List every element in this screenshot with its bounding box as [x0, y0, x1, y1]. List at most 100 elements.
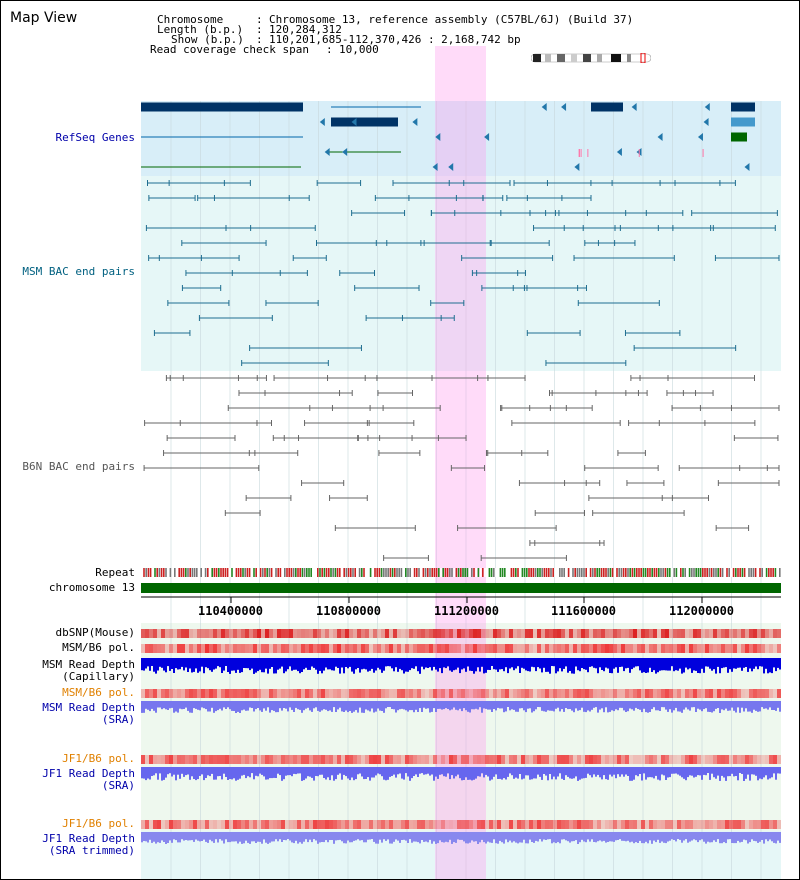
depth-bar [441, 701, 443, 710]
msm-b6-pol-label[interactable]: MSM/B6 pol. [62, 641, 135, 654]
jf1-b6-pol-label-2[interactable]: JF1/B6 pol. [62, 817, 135, 830]
heatmap-cell [177, 689, 181, 698]
depth-bar [649, 767, 651, 778]
heatmap-cell [149, 689, 153, 698]
chromosome-ideogram[interactable] [531, 53, 651, 63]
heatmap-cell [581, 755, 585, 764]
heatmap-cell [269, 820, 273, 829]
heatmap-cell [705, 755, 709, 764]
heatmap-cell [685, 755, 689, 764]
depth-bar [589, 767, 591, 776]
heatmap-cell [229, 644, 233, 653]
depth-bar [187, 832, 189, 841]
depth-bar [739, 701, 741, 713]
depth-bar [715, 658, 717, 674]
depth-bar [639, 701, 641, 710]
depth-bar [729, 767, 731, 777]
b6n-bac-pair-glyphs[interactable] [143, 375, 780, 561]
heatmap-cell [597, 629, 601, 638]
depth-bar [499, 658, 501, 670]
depth-bar [589, 832, 591, 842]
depth-bar [695, 658, 697, 671]
depth-bar [727, 832, 729, 840]
repeat-label[interactable]: Repeat [95, 566, 135, 579]
depth-bar [641, 767, 643, 781]
gene-exon[interactable] [731, 102, 755, 112]
jf1-b6-pol-label[interactable]: JF1/B6 pol. [62, 752, 135, 765]
chromosome-label[interactable]: chromosome 13 [48, 581, 135, 594]
depth-bar [609, 701, 611, 712]
heatmap-cell [569, 689, 573, 698]
msm-b6-pol-label-2[interactable]: MSM/B6 pol. [62, 686, 135, 699]
jf1-read-depth-sra-label[interactable]: JF1 Read Depth [42, 767, 135, 780]
heatmap-cell [661, 820, 665, 829]
msm-bac-pair-glyphs[interactable] [145, 180, 780, 366]
depth-bar [583, 832, 585, 842]
depth-bar [255, 701, 257, 710]
repeat-mark [277, 568, 279, 577]
depth-bar [409, 701, 411, 711]
depth-bar [363, 658, 365, 669]
repeat-mark [451, 568, 453, 577]
repeat-mark [339, 568, 341, 577]
depth-bar [167, 767, 169, 775]
info-sep: : [256, 33, 263, 46]
repeat-mark [290, 568, 293, 577]
heatmap-cell [329, 644, 333, 653]
depth-bar [441, 767, 443, 775]
msm-read-depth-capillary-label[interactable]: MSM Read Depth [42, 658, 135, 671]
depth-bar [495, 701, 497, 711]
depth-bar [285, 832, 287, 841]
gene-exon[interactable] [591, 102, 623, 112]
repeat-mark [554, 568, 557, 577]
depth-bar [287, 658, 289, 670]
b6n-bac-label[interactable]: B6N BAC end pairs [22, 460, 135, 473]
depth-bar [401, 658, 403, 671]
msm-read-depth-sra-label[interactable]: MSM Read Depth [42, 701, 135, 714]
depth-bar [153, 658, 155, 672]
depth-bar [317, 658, 319, 674]
repeat-mark [242, 568, 244, 577]
heatmap-cell [477, 820, 481, 829]
depth-bar [359, 832, 361, 841]
heatmap-cell [213, 820, 217, 829]
depth-bar [179, 767, 181, 779]
heatmap-cell [289, 689, 293, 698]
refseq-gene-glyphs[interactable] [141, 102, 755, 172]
repeat-mark [262, 568, 264, 577]
heatmap-cell [449, 755, 453, 764]
gene-exon[interactable] [331, 117, 398, 127]
heatmap-cell [377, 755, 381, 764]
depth-bar [283, 658, 285, 674]
depth-bar [709, 658, 711, 669]
depth-bar [501, 658, 503, 670]
depth-bar [245, 701, 247, 711]
depth-bar [345, 832, 347, 844]
depth-bar [441, 658, 443, 674]
depth-bar [711, 701, 713, 713]
depth-bar [755, 658, 757, 667]
gene-strand-marker [616, 148, 622, 156]
repeat-mark [616, 568, 618, 577]
depth-bar [637, 701, 639, 709]
jf1-read-depth-trimmed-label[interactable]: JF1 Read Depth [42, 832, 135, 845]
gene-exon[interactable] [141, 102, 303, 112]
dbsnp-label[interactable]: dbSNP(Mouse) [55, 626, 135, 639]
gene-strand-marker [448, 163, 454, 171]
refseq-genes-label[interactable]: RefSeq Genes [55, 131, 135, 144]
depth-bar [393, 658, 395, 672]
depth-bar [245, 832, 247, 841]
depth-bar [223, 767, 225, 774]
depth-bar [201, 658, 203, 667]
selection-highlight[interactable] [435, 46, 486, 879]
depth-bar [219, 701, 221, 709]
gene-exon[interactable] [731, 117, 755, 127]
depth-bar [461, 832, 463, 840]
depth-bar [331, 701, 333, 712]
depth-bar [373, 658, 375, 673]
gene-exon[interactable] [731, 132, 747, 142]
depth-bar [411, 832, 413, 843]
depth-bar [617, 832, 619, 840]
msm-bac-label[interactable]: MSM BAC end pairs [22, 265, 135, 278]
